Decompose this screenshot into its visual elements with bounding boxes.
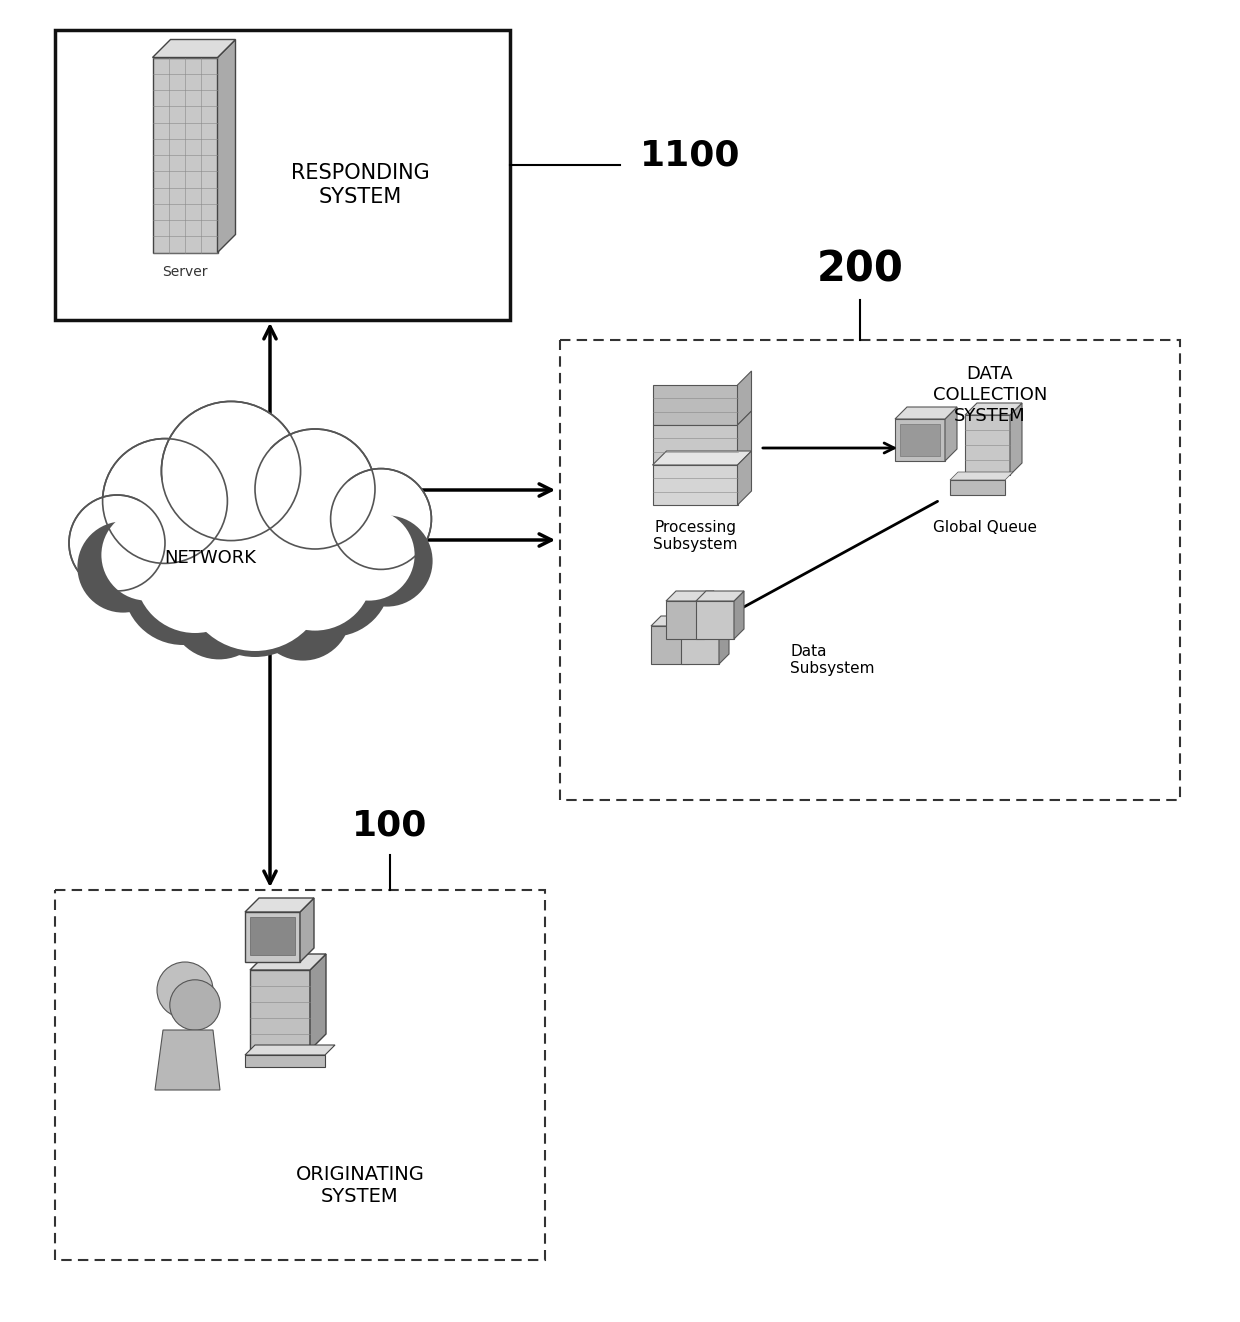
Text: Server: Server — [162, 264, 208, 279]
Circle shape — [324, 509, 414, 600]
Polygon shape — [217, 40, 236, 253]
Circle shape — [123, 525, 243, 645]
Circle shape — [159, 447, 351, 639]
Bar — [55, 30, 510, 320]
Polygon shape — [1011, 403, 1022, 475]
Polygon shape — [689, 616, 699, 664]
Polygon shape — [652, 451, 751, 465]
Polygon shape — [246, 898, 314, 912]
Polygon shape — [965, 403, 1022, 415]
Text: Global Queue: Global Queue — [932, 520, 1037, 535]
Text: Data
Subsystem: Data Subsystem — [790, 644, 874, 676]
Circle shape — [259, 475, 383, 599]
Circle shape — [331, 468, 432, 570]
Polygon shape — [666, 591, 714, 602]
Circle shape — [157, 962, 213, 1018]
Circle shape — [135, 513, 255, 633]
Bar — [652, 385, 738, 424]
Polygon shape — [738, 451, 751, 505]
Bar — [560, 340, 1180, 800]
Polygon shape — [945, 407, 957, 461]
Circle shape — [184, 508, 327, 650]
Bar — [250, 970, 310, 1050]
Circle shape — [170, 980, 221, 1030]
Polygon shape — [310, 954, 326, 1050]
Polygon shape — [719, 616, 729, 664]
Polygon shape — [738, 411, 751, 465]
Bar — [651, 627, 689, 664]
Polygon shape — [734, 591, 744, 639]
Polygon shape — [153, 40, 236, 57]
Text: 1100: 1100 — [640, 137, 740, 172]
Bar — [652, 465, 738, 505]
Bar — [153, 57, 217, 253]
Circle shape — [188, 525, 321, 657]
Bar — [895, 419, 945, 461]
Polygon shape — [738, 371, 751, 424]
Circle shape — [275, 521, 391, 637]
Text: 200: 200 — [817, 249, 904, 290]
Text: 100: 100 — [352, 809, 428, 843]
Text: DATA
COLLECTION
SYSTEM: DATA COLLECTION SYSTEM — [932, 365, 1048, 424]
Polygon shape — [250, 954, 326, 970]
Polygon shape — [300, 898, 314, 962]
Circle shape — [255, 564, 351, 661]
Text: RESPONDING
SYSTEM: RESPONDING SYSTEM — [290, 164, 429, 206]
Bar — [246, 1055, 325, 1067]
Polygon shape — [651, 616, 699, 627]
Text: Processing
Subsystem: Processing Subsystem — [652, 520, 738, 553]
Circle shape — [169, 559, 269, 660]
Bar — [965, 415, 1011, 475]
Text: NETWORK: NETWORK — [164, 549, 255, 567]
Bar — [696, 602, 734, 639]
Bar — [55, 890, 546, 1260]
Circle shape — [129, 471, 260, 603]
Bar — [250, 917, 295, 954]
Circle shape — [255, 430, 374, 549]
Bar — [652, 424, 738, 465]
Text: ORIGINATING
SYSTEM: ORIGINATING SYSTEM — [295, 1165, 424, 1206]
Polygon shape — [895, 407, 957, 419]
Polygon shape — [681, 616, 729, 627]
Circle shape — [341, 516, 433, 607]
Polygon shape — [704, 591, 714, 639]
Polygon shape — [246, 1044, 335, 1055]
Polygon shape — [696, 591, 744, 602]
Bar — [681, 627, 719, 664]
Circle shape — [258, 516, 372, 631]
Bar — [666, 602, 704, 639]
Circle shape — [102, 509, 192, 600]
Circle shape — [69, 494, 165, 591]
Circle shape — [77, 521, 169, 612]
Polygon shape — [950, 472, 1013, 480]
Bar — [950, 480, 1004, 494]
Bar — [246, 912, 300, 962]
Bar — [900, 424, 940, 456]
Polygon shape — [155, 1030, 219, 1091]
Circle shape — [161, 402, 300, 541]
Circle shape — [103, 439, 227, 563]
